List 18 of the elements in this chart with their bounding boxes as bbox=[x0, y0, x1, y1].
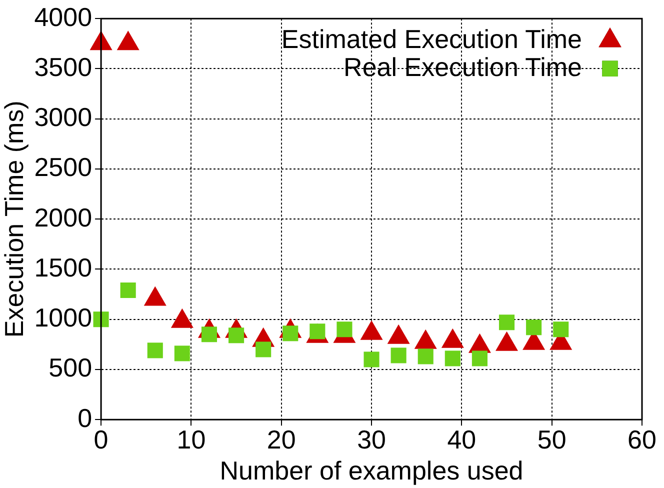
y-axis-title: Execution Time (ms) bbox=[0, 100, 29, 338]
x-tick-label: 30 bbox=[357, 424, 386, 454]
y-tick-label: 4000 bbox=[34, 2, 92, 32]
x-tick-label: 50 bbox=[537, 424, 566, 454]
y-tick-label: 1000 bbox=[34, 302, 92, 333]
y-tick-label: 0 bbox=[78, 402, 92, 433]
y-tick-label: 1500 bbox=[34, 252, 92, 282]
x-tick-label: 10 bbox=[176, 424, 206, 454]
y-tick-label: 500 bbox=[48, 352, 92, 383]
y-tick-label: 2500 bbox=[34, 152, 92, 182]
y-tick-label: 3000 bbox=[34, 102, 92, 132]
x-tick-label: 40 bbox=[447, 424, 476, 454]
x-axis-title: Number of examples used bbox=[220, 456, 524, 486]
y-tick-label: 3500 bbox=[34, 52, 92, 82]
x-tick-label: 60 bbox=[628, 424, 656, 454]
legend-label: Estimated Execution Time bbox=[281, 24, 582, 54]
x-tick-label: 20 bbox=[266, 424, 296, 454]
y-tick-label: 2000 bbox=[34, 202, 92, 232]
